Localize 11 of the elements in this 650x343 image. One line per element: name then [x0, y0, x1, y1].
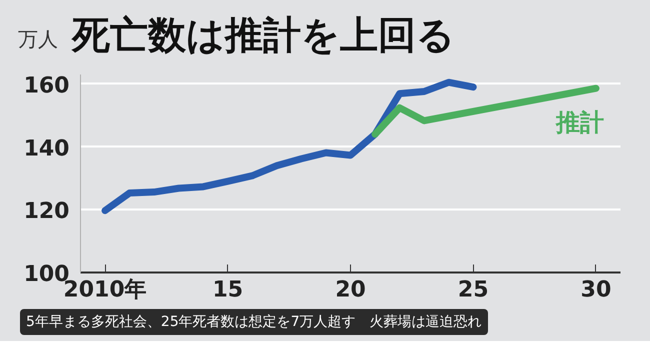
- x-tick-label: 30: [580, 278, 612, 302]
- chart-title: 死亡数は推計を上回る: [72, 12, 455, 59]
- series-label: 推計: [554, 108, 604, 136]
- y-tick-label: 140: [24, 136, 70, 162]
- y-tick-label: 160: [24, 73, 70, 98]
- text: 5年早まる多死社会、25年死者数は想定を7万人超す 火葬場は逼迫恐れ: [20, 309, 488, 335]
- x-tick-label: 20: [335, 278, 366, 302]
- x-tick-label: 15: [212, 278, 244, 302]
- y-axis-title: 万人: [18, 26, 58, 54]
- y-tick-label: 120: [24, 199, 70, 224]
- x-tick-label: 25: [458, 278, 489, 302]
